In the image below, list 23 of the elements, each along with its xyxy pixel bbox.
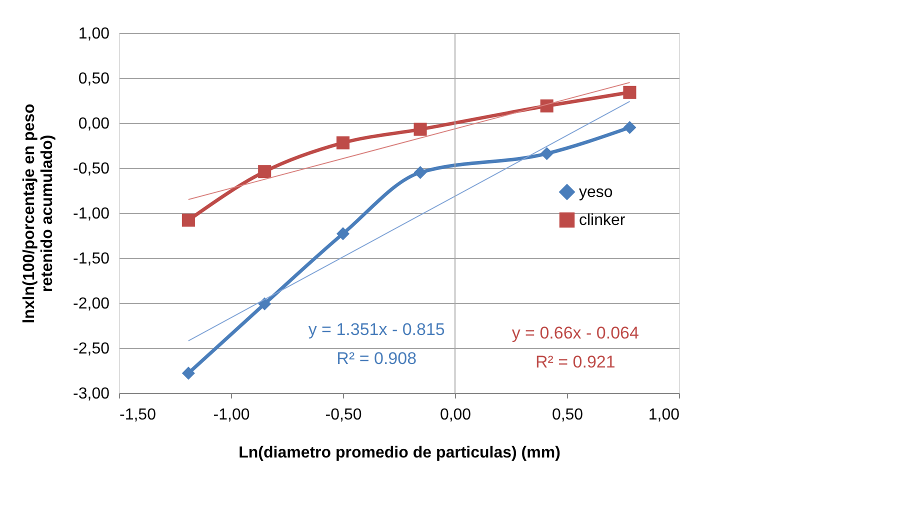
y-tick-label: -0,50 — [73, 160, 110, 178]
annotation: y = 0.66x - 0.064 — [512, 324, 639, 343]
legend-label: clinker — [579, 212, 626, 229]
y-tick-label: -1,00 — [73, 206, 110, 222]
y-tick-label: -3,00 — [73, 386, 110, 402]
annotation: R² = 0.921 — [535, 352, 616, 372]
y-tick-label: 0,00 — [78, 116, 110, 132]
y-tick-label: -2,50 — [73, 340, 110, 358]
y-axis-title: lnxln(100/porcentaje en peso retenido acumulado) — [21, 103, 56, 324]
x-tick-label: -1,00 — [213, 406, 250, 424]
annotation: R² = 0.908 — [336, 348, 417, 368]
x-tick-label: 0,50 — [552, 406, 584, 424]
annotation: y = 1.351x - 0.815 — [308, 320, 445, 339]
y-tick-label: 1,00 — [78, 26, 110, 42]
y-tick-label: 0,50 — [78, 70, 110, 88]
legend-label: yeso — [579, 184, 613, 201]
x-tick-label: 0,00 — [440, 406, 472, 424]
x-tick-label: 1,00 — [648, 406, 680, 424]
x-axis-title: Ln(diametro promedio de particulas) (mm) — [238, 444, 560, 462]
x-tick-label: -0,50 — [325, 406, 362, 424]
y-tick-label: -2,00 — [73, 296, 110, 312]
y-tick-label: -1,50 — [73, 250, 110, 268]
x-tick-label: -1,50 — [120, 406, 156, 424]
